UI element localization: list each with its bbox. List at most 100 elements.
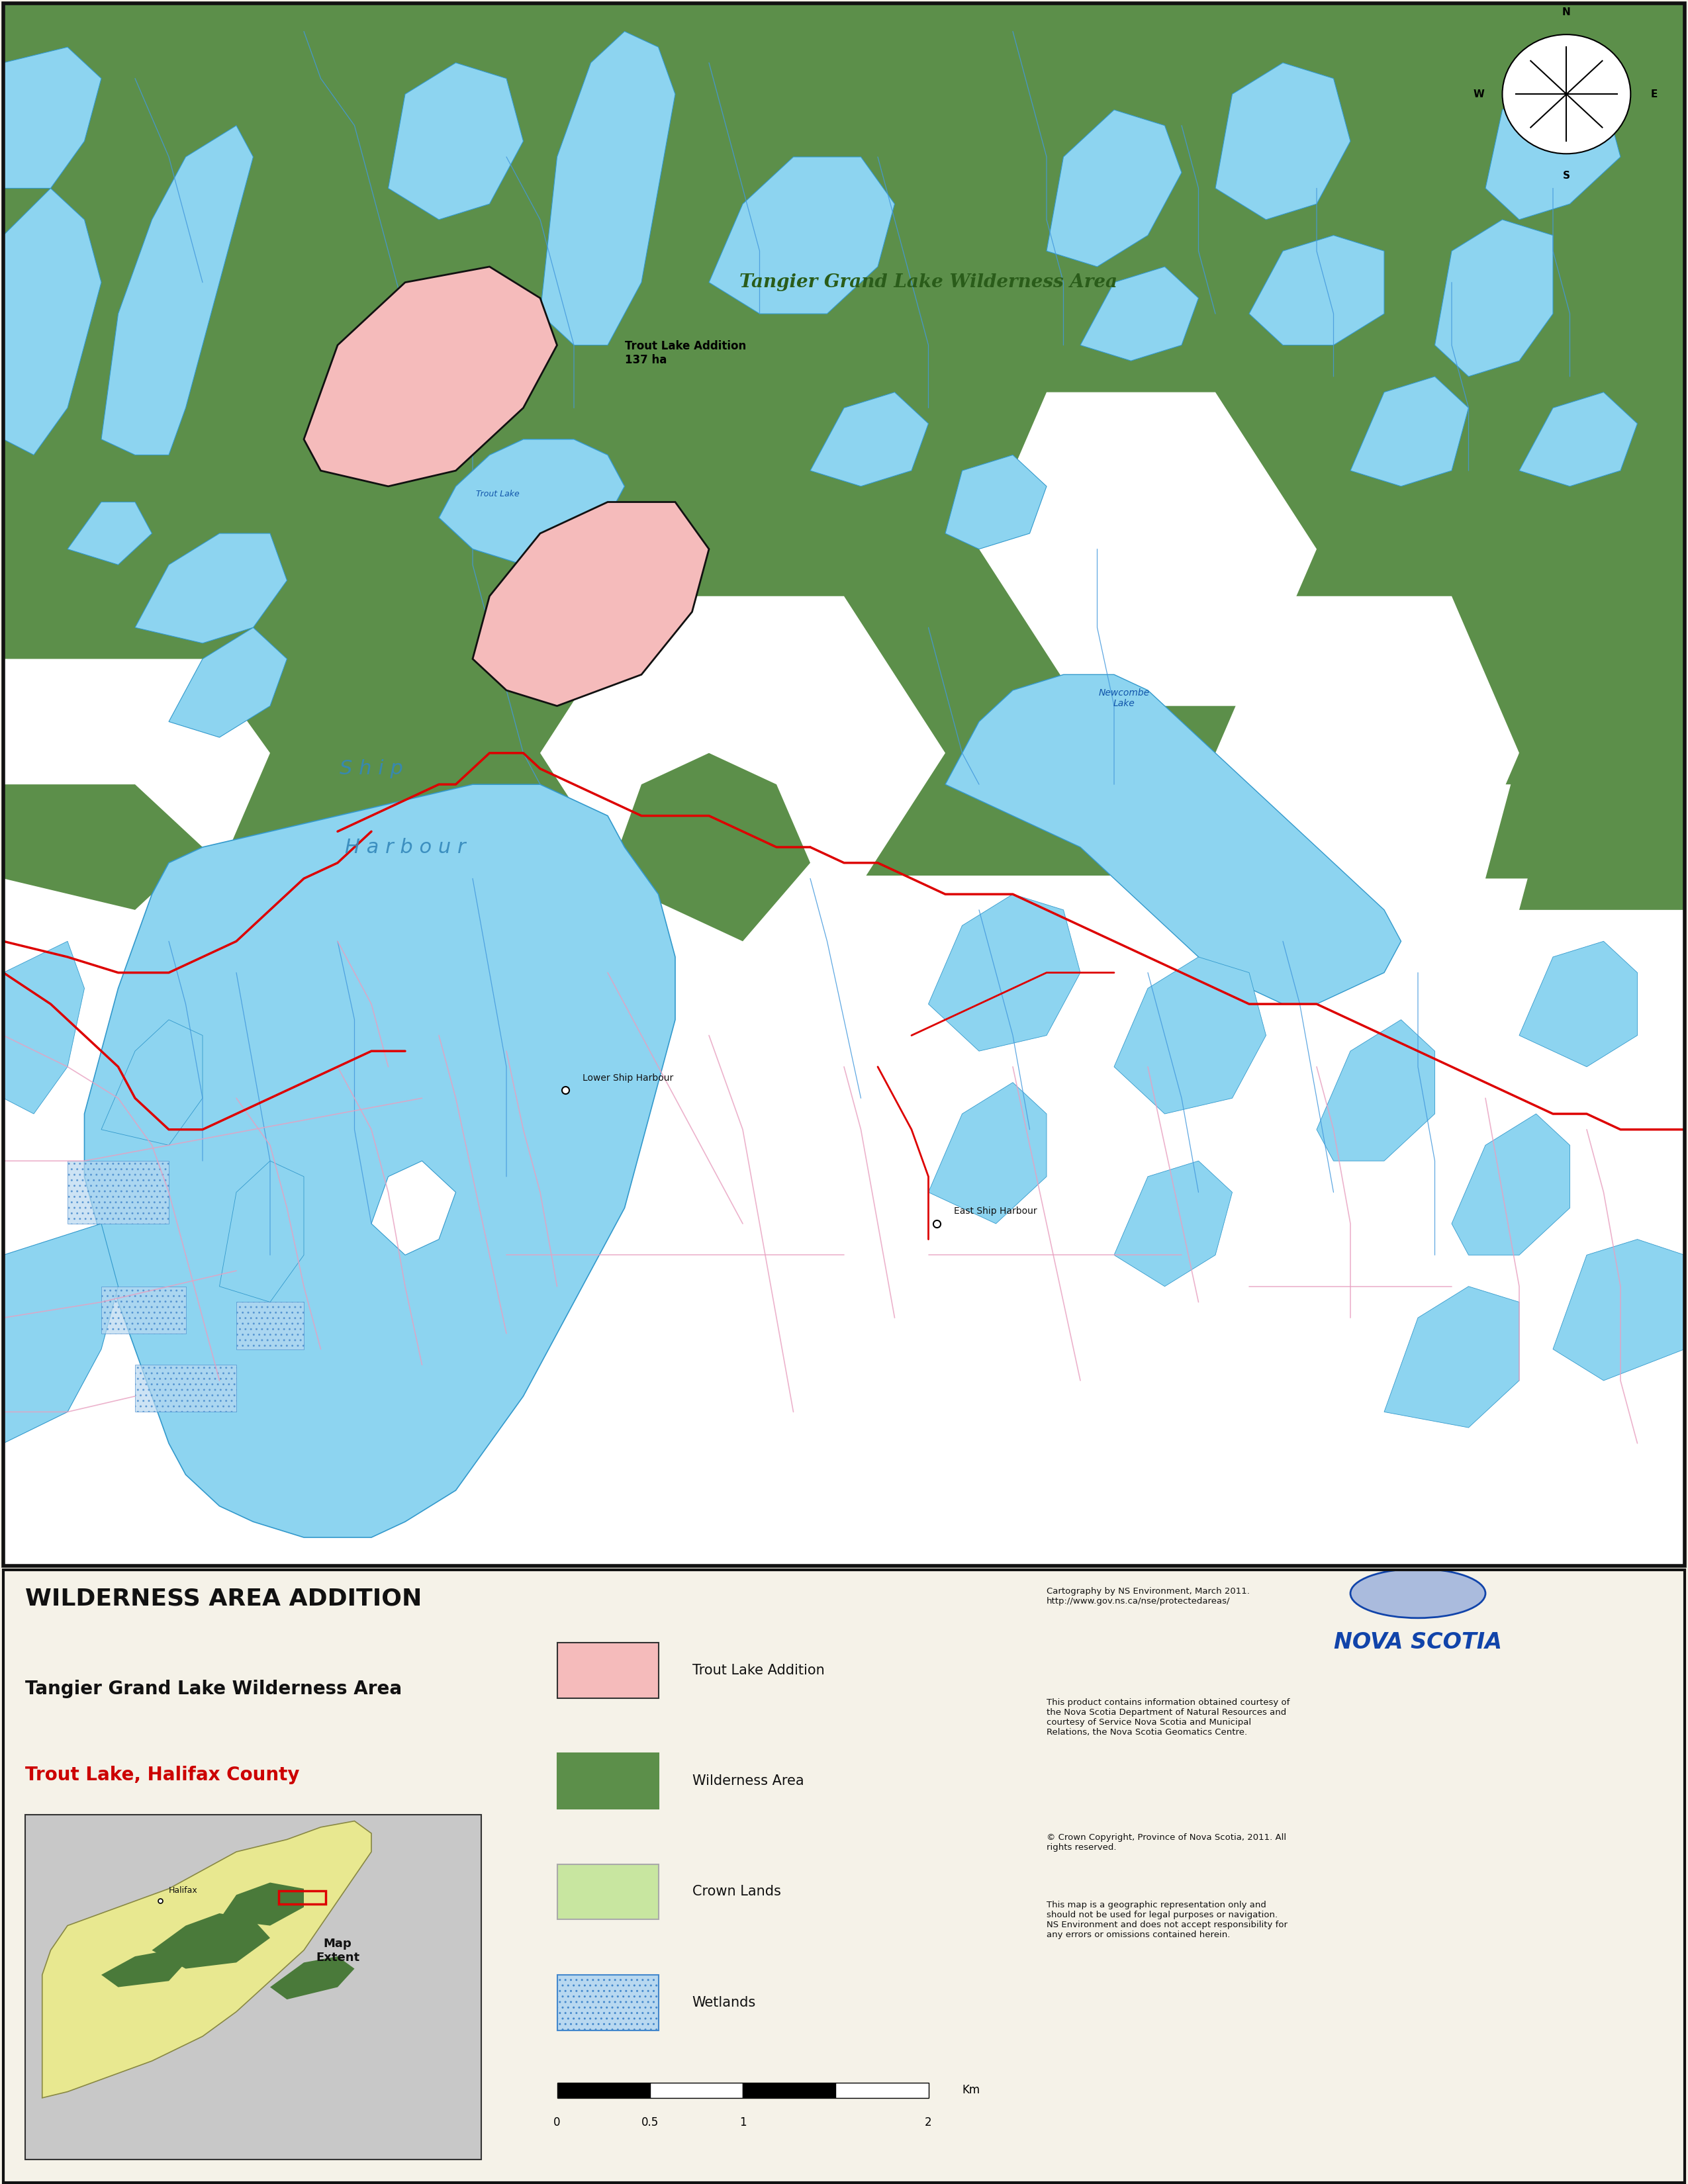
Polygon shape [945, 675, 1401, 1005]
Bar [236, 1302, 304, 1350]
Polygon shape [169, 627, 287, 738]
Text: East Ship Harbour: East Ship Harbour [954, 1206, 1036, 1216]
Text: 2: 2 [925, 2116, 932, 2127]
Polygon shape [473, 502, 709, 705]
Text: 0.5: 0.5 [641, 2116, 658, 2127]
Polygon shape [219, 1883, 304, 1926]
Text: © Crown Copyright, Province of Nova Scotia, 2011. All
rights reserved.: © Crown Copyright, Province of Nova Scot… [1047, 1832, 1286, 1852]
Bar [25, 1815, 481, 2160]
Text: N: N [1563, 7, 1570, 17]
Text: 1: 1 [739, 2116, 746, 2127]
Polygon shape [540, 596, 945, 911]
Polygon shape [3, 660, 270, 911]
Polygon shape [3, 2, 1685, 941]
Text: Wetlands: Wetlands [692, 1996, 756, 2009]
Polygon shape [152, 1913, 270, 1968]
Polygon shape [1553, 1238, 1685, 1380]
Bar [279, 1891, 326, 1904]
Text: Map
Extent: Map Extent [316, 1937, 360, 1963]
Text: Tangier Grand Lake Wilderness Area: Tangier Grand Lake Wilderness Area [739, 273, 1117, 290]
Polygon shape [68, 502, 152, 566]
Polygon shape [1350, 376, 1469, 487]
Polygon shape [1047, 109, 1182, 266]
Polygon shape [709, 157, 895, 314]
Polygon shape [1519, 753, 1685, 911]
Polygon shape [3, 1223, 118, 1444]
Bar [101, 1286, 186, 1334]
Polygon shape [135, 533, 287, 644]
Text: E: E [1651, 90, 1658, 98]
Polygon shape [928, 1083, 1047, 1223]
Bar [68, 1162, 169, 1223]
Polygon shape [3, 188, 101, 454]
Text: This map is a geographic representation only and
should not be used for legal pu: This map is a geographic representation … [1047, 1900, 1288, 1939]
Text: Trout Lake, Halifax County: Trout Lake, Halifax County [25, 1765, 300, 1784]
Text: Trout Lake Addition: Trout Lake Addition [692, 1664, 824, 1677]
Bar [557, 2084, 650, 2099]
Polygon shape [1249, 236, 1384, 345]
Polygon shape [1485, 79, 1620, 221]
Polygon shape [101, 1020, 203, 1144]
Text: Trout Lake Addition
137 ha: Trout Lake Addition 137 ha [625, 341, 746, 365]
Polygon shape [1215, 63, 1350, 221]
Bar [557, 1754, 658, 1808]
Polygon shape [304, 266, 557, 487]
Bar [557, 1974, 658, 2031]
Text: This product contains information obtained courtesy of
the Nova Scotia Departmen: This product contains information obtain… [1047, 1697, 1290, 1736]
Text: WILDERNESS AREA ADDITION: WILDERNESS AREA ADDITION [25, 1588, 422, 1610]
Polygon shape [1435, 221, 1553, 376]
Polygon shape [1317, 1020, 1435, 1162]
Text: Halifax: Halifax [169, 1887, 197, 1896]
Polygon shape [1114, 1162, 1232, 1286]
Text: Crown Lands: Crown Lands [692, 1885, 780, 1898]
Text: Newcombe
Lake: Newcombe Lake [1099, 688, 1150, 708]
Text: Cartography by NS Environment, March 2011.
http://www.gov.ns.ca/nse/protectedare: Cartography by NS Environment, March 201… [1047, 1588, 1249, 1605]
Polygon shape [439, 439, 625, 566]
Polygon shape [608, 753, 878, 1005]
Polygon shape [608, 753, 810, 941]
Polygon shape [1215, 596, 1519, 911]
Polygon shape [1080, 266, 1198, 360]
Polygon shape [270, 1957, 354, 1998]
Text: S h i p: S h i p [339, 760, 403, 778]
Polygon shape [42, 1821, 371, 2099]
Text: W: W [1474, 90, 1484, 98]
Bar [557, 1865, 658, 1920]
Polygon shape [979, 393, 1317, 705]
Polygon shape [1114, 957, 1266, 1114]
Polygon shape [945, 454, 1047, 548]
Bar [557, 1642, 658, 1697]
Polygon shape [219, 1162, 304, 1302]
Text: NOVA SCOTIA: NOVA SCOTIA [1334, 1631, 1502, 1653]
Polygon shape [1519, 941, 1637, 1066]
Polygon shape [84, 784, 675, 1538]
Polygon shape [388, 63, 523, 221]
Polygon shape [1418, 784, 1685, 1005]
Text: Wilderness Area: Wilderness Area [692, 1773, 803, 1789]
Text: Tangier Grand Lake Wilderness Area: Tangier Grand Lake Wilderness Area [25, 1679, 402, 1697]
Circle shape [1502, 35, 1631, 153]
Polygon shape [3, 784, 203, 911]
Text: 0: 0 [554, 2116, 560, 2127]
Polygon shape [3, 941, 84, 1114]
Polygon shape [101, 124, 253, 454]
Bar [3, 876, 1685, 1566]
Bar [836, 2084, 928, 2099]
Circle shape [1350, 1568, 1485, 1618]
Text: Trout Lake: Trout Lake [476, 489, 520, 498]
Text: H a r b o u r: H a r b o u r [344, 836, 466, 856]
Bar [743, 2084, 836, 2099]
Polygon shape [810, 393, 928, 487]
Polygon shape [928, 893, 1080, 1051]
Polygon shape [3, 48, 101, 188]
Polygon shape [1485, 753, 1604, 878]
Text: Km: Km [962, 2084, 981, 2097]
Text: S: S [1563, 170, 1570, 181]
Bar [135, 1365, 236, 1411]
Text: Lower Ship Harbour: Lower Ship Harbour [582, 1072, 674, 1083]
Polygon shape [371, 1162, 456, 1256]
Polygon shape [101, 1950, 186, 1987]
Polygon shape [1519, 393, 1637, 487]
Bar [650, 2084, 743, 2099]
Polygon shape [540, 31, 675, 345]
